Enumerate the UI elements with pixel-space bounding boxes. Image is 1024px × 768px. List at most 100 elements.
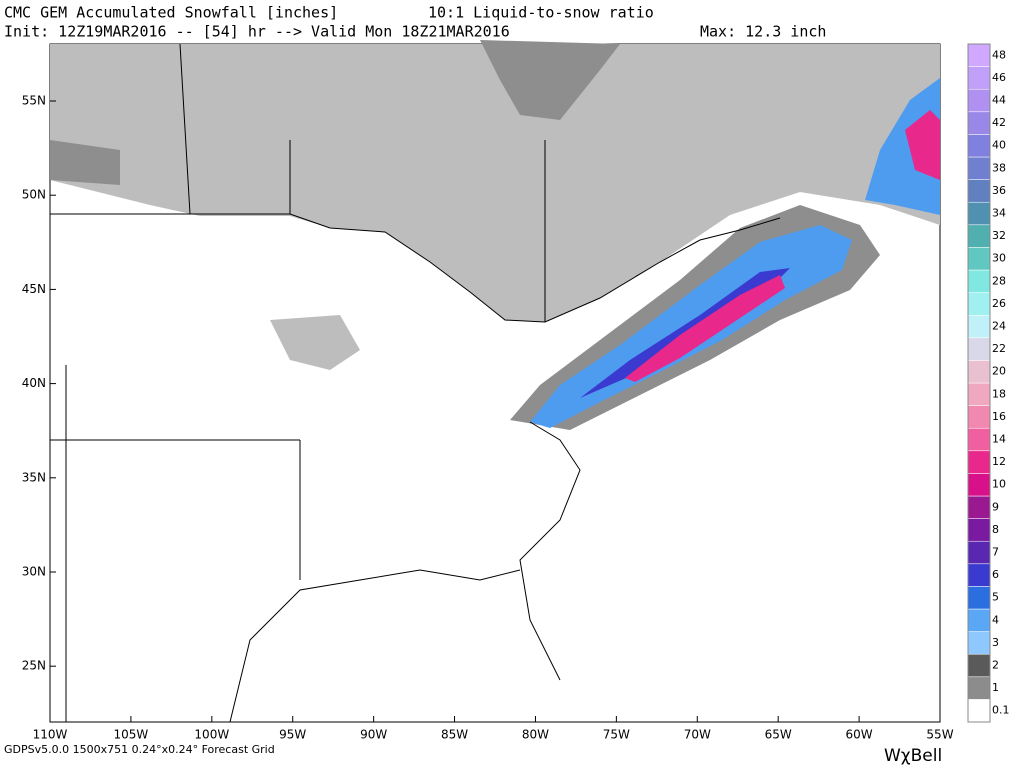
colorbar-label: 5 bbox=[992, 591, 999, 604]
colorbar-label: 3 bbox=[992, 636, 999, 649]
lat-label: 40N bbox=[22, 376, 46, 390]
borders bbox=[50, 43, 781, 723]
colorbar-box bbox=[967, 631, 991, 655]
colorbar-label: 40 bbox=[992, 139, 1006, 152]
colorbar-box bbox=[967, 495, 991, 519]
colorbar-box bbox=[967, 134, 991, 158]
lon-label: 70W bbox=[684, 728, 711, 742]
colorbar-box bbox=[967, 111, 991, 135]
colorbar-box bbox=[967, 179, 991, 203]
colorbar-label: 7 bbox=[992, 546, 999, 559]
colorbar-label: 26 bbox=[992, 297, 1006, 310]
axes: 110W 105W 100W 95W 90W 85W 80W 75W 70W 65W 60W 55W 5… bbox=[22, 94, 954, 742]
colorbar-box bbox=[967, 608, 991, 632]
colorbar-box bbox=[967, 314, 991, 339]
us-canada-border bbox=[50, 213, 781, 323]
colorbar-box bbox=[967, 450, 991, 474]
logo: WχBell bbox=[884, 746, 942, 766]
colorbar-label: 44 bbox=[992, 94, 1006, 107]
colorbar-label: 9 bbox=[992, 500, 999, 513]
colorbar-label: 30 bbox=[992, 252, 1006, 265]
colorbar-frame bbox=[967, 43, 991, 723]
lon-label: 105W bbox=[114, 728, 149, 742]
colorbar-box bbox=[967, 586, 991, 610]
colorbar-label: 10 bbox=[992, 478, 1006, 491]
init-valid: Init: 12Z19MAR2016 -- [54] hr --> Valid … bbox=[4, 23, 510, 41]
lat-label: 30N bbox=[22, 565, 46, 579]
colorbar-label: 34 bbox=[992, 207, 1006, 220]
lon-label: 90W bbox=[360, 728, 387, 742]
lon-label: 85W bbox=[441, 728, 468, 742]
colorbar-box bbox=[967, 676, 991, 700]
lon-label: 60W bbox=[846, 728, 873, 742]
snow-magenta-core bbox=[625, 275, 785, 382]
colorbar-box bbox=[967, 360, 991, 384]
colorbar-box bbox=[967, 224, 991, 248]
colorbar-label: 2 bbox=[992, 659, 999, 672]
lon-label: 55W bbox=[926, 728, 953, 742]
lon-label: 65W bbox=[765, 728, 792, 742]
lon-label: 95W bbox=[279, 728, 306, 742]
colorbar-label: 22 bbox=[992, 342, 1006, 355]
lat-label: 35N bbox=[22, 470, 46, 484]
colorbar-label: 48 bbox=[992, 48, 1006, 61]
lat-label: 50N bbox=[22, 188, 46, 202]
colorbar-label: 24 bbox=[992, 320, 1006, 333]
colorbar-label: 6 bbox=[992, 568, 999, 581]
colorbar-label: 36 bbox=[992, 184, 1006, 197]
snow-gray-north bbox=[480, 40, 620, 120]
colorbar-box bbox=[967, 473, 991, 497]
colorbar-box bbox=[967, 201, 991, 226]
colorbar-box bbox=[967, 699, 991, 723]
colorbar-label: 32 bbox=[992, 229, 1006, 242]
colorbar-label: 12 bbox=[992, 455, 1006, 468]
colorbar-box bbox=[967, 382, 991, 406]
lat-label: 45N bbox=[22, 282, 46, 296]
colorbar-label: 20 bbox=[992, 365, 1006, 378]
snow-magenta-ne bbox=[905, 110, 940, 180]
colorbar-label: 0.1 bbox=[992, 704, 1010, 717]
colorbar-label: 1 bbox=[992, 681, 999, 694]
snow-blue-ne bbox=[865, 78, 940, 215]
colorbar-label: 28 bbox=[992, 274, 1006, 287]
footer: GDPSv5.0.0 1500x751 0.24°x0.24° Forecast… bbox=[4, 743, 275, 756]
max-value: Max: 12.3 inch bbox=[700, 23, 826, 41]
colorbar-label: 16 bbox=[992, 410, 1006, 423]
colorbar-label: 38 bbox=[992, 161, 1006, 174]
snow-gray-west bbox=[50, 140, 120, 185]
colorbar-box bbox=[967, 156, 991, 180]
colorbar-label: 46 bbox=[992, 71, 1006, 84]
colorbar-box bbox=[967, 518, 991, 542]
colorbar-box bbox=[967, 405, 991, 429]
colorbar-label: 42 bbox=[992, 116, 1006, 129]
colorbar-label: 18 bbox=[992, 387, 1006, 400]
colorbar-box bbox=[967, 43, 991, 67]
region-lines bbox=[50, 43, 546, 722]
colorbar-label: 14 bbox=[992, 433, 1006, 446]
colorbar-box bbox=[967, 563, 991, 587]
colorbar-box bbox=[967, 269, 991, 293]
lon-label: 100W bbox=[194, 728, 229, 742]
lat-label: 25N bbox=[22, 659, 46, 673]
colorbar-box bbox=[967, 292, 991, 316]
colorbar-box bbox=[967, 66, 991, 90]
colorbar-label: 4 bbox=[992, 613, 999, 626]
colorbar-box bbox=[967, 88, 991, 113]
colorbar: 0.11234567891012141618202224262830323436… bbox=[967, 43, 1010, 723]
east-coast bbox=[519, 421, 581, 681]
lon-label: 80W bbox=[522, 728, 549, 742]
title: CMC GEM Accumulated Snowfall [inches] bbox=[4, 4, 338, 22]
colorbar-label: 8 bbox=[992, 523, 999, 536]
snow-midwest bbox=[270, 315, 360, 370]
colorbar-box bbox=[967, 540, 991, 565]
colorbar-box bbox=[967, 337, 991, 361]
ratio-note: 10:1 Liquid-to-snow ratio bbox=[428, 4, 654, 22]
colorbar-box bbox=[967, 247, 991, 271]
gulf-coast bbox=[229, 569, 521, 723]
map bbox=[49, 40, 941, 723]
colorbar-box bbox=[967, 653, 991, 678]
colorbar-box bbox=[967, 427, 991, 452]
snow-light bbox=[50, 44, 940, 322]
lon-label: 75W bbox=[603, 728, 630, 742]
